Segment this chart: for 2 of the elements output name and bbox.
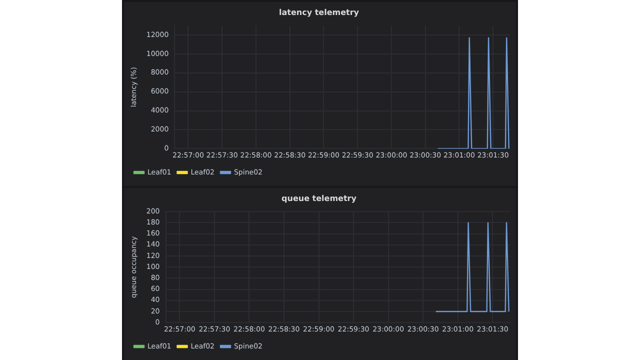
chart-title: latency telemetry xyxy=(279,8,360,17)
chart-title: queue telemetry xyxy=(282,194,358,203)
